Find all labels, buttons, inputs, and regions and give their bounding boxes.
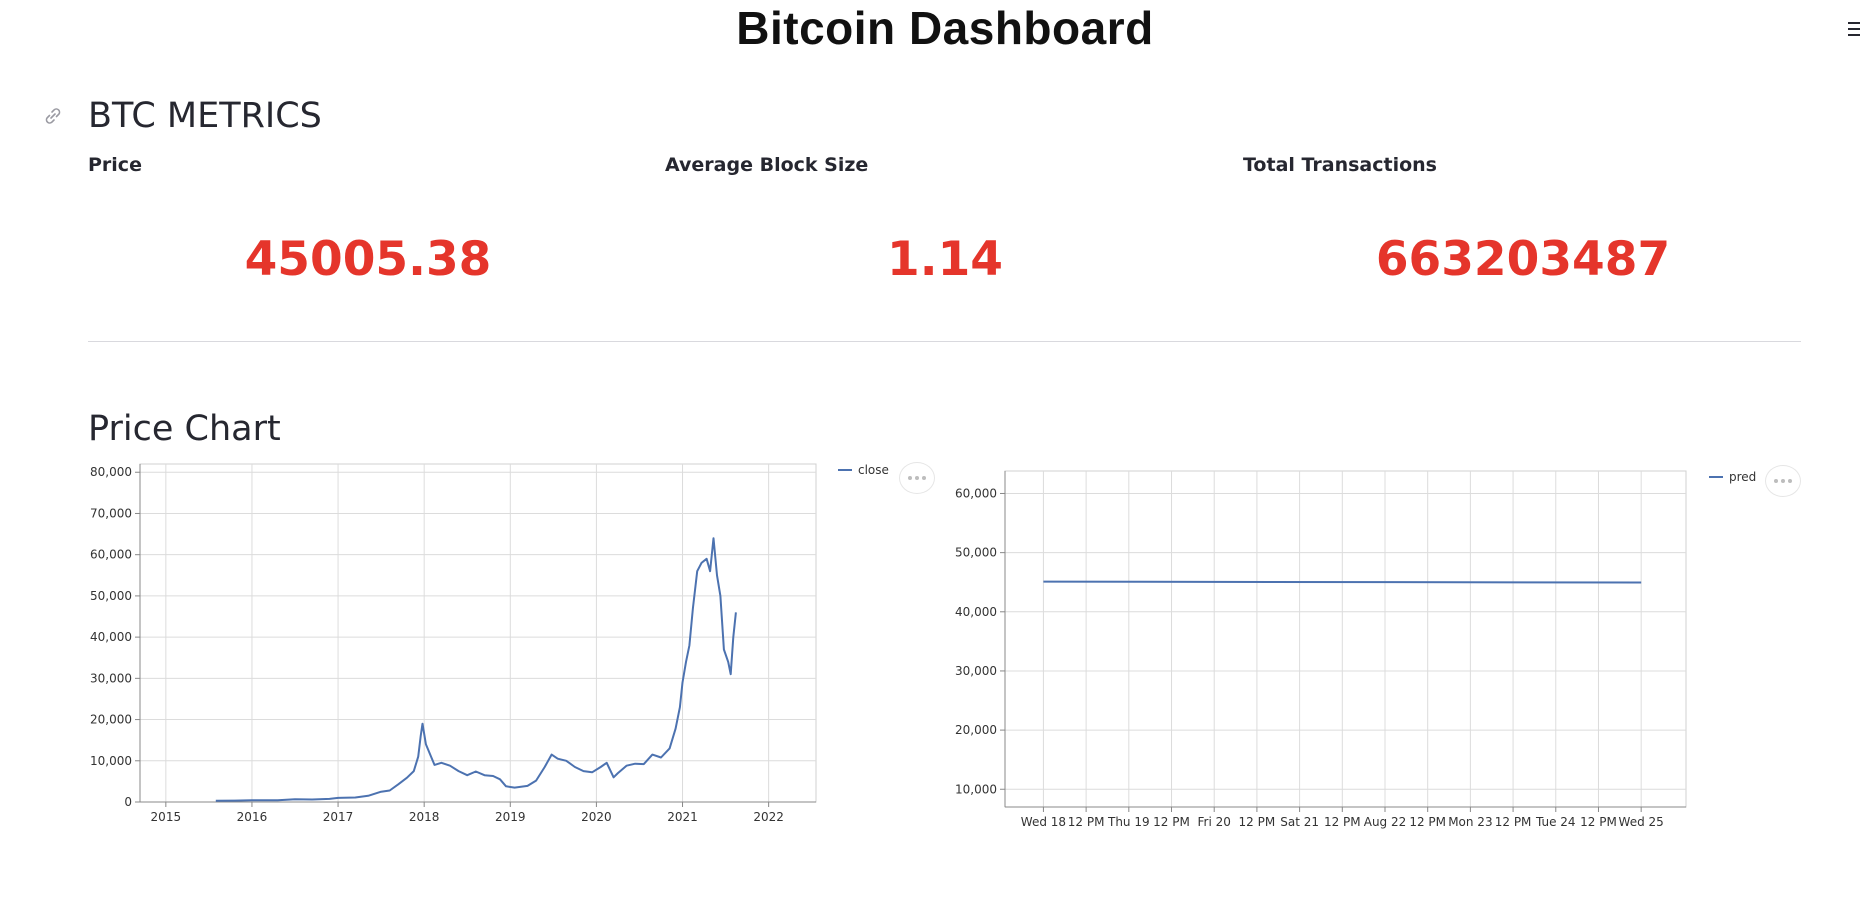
legend-label: pred <box>1729 470 1756 484</box>
x-tick-label: 12 PM <box>1495 815 1532 829</box>
price-prediction-chart[interactable]: 10,000 20,000 30,000 40,000 50,000 60,000 Wed … <box>950 458 1801 838</box>
metric-label-block-size: Average Block Size <box>665 154 869 176</box>
metric-value-price: 45005.38 <box>244 232 492 287</box>
x-tick-label: 12 PM <box>1153 815 1190 829</box>
x-tick-label: Tue 24 <box>1535 815 1576 829</box>
x-tick-label: 2020 <box>581 810 612 824</box>
more-options-button[interactable] <box>899 462 935 494</box>
y-tick-label: 30,000 <box>90 671 132 685</box>
y-tick-label: 40,000 <box>90 630 132 644</box>
x-tick-label: 2019 <box>495 810 526 824</box>
x-tick-label: Aug 22 <box>1364 815 1407 829</box>
app-title: Bitcoin Dashboard <box>736 2 1154 54</box>
y-tick-label: 10,000 <box>955 782 997 796</box>
y-tick-label: 50,000 <box>955 546 997 560</box>
x-tick-label: Sat 21 <box>1280 815 1319 829</box>
x-tick-label: 12 PM <box>1239 815 1276 829</box>
price-history-chart[interactable]: 0 10,000 20,000 30,000 40,000 50,000 60,000 70,… <box>88 458 948 838</box>
x-tick-label: 12 PM <box>1068 815 1105 829</box>
metric-label-price: Price <box>88 154 142 176</box>
link-icon[interactable] <box>41 104 65 128</box>
y-tick-label: 50,000 <box>90 589 132 603</box>
x-tick-label: 12 PM <box>1324 815 1361 829</box>
price-history-chart-svg: 0 10,000 20,000 30,000 40,000 50,000 60,000 70,… <box>90 463 889 824</box>
metric-label-transactions: Total Transactions <box>1243 154 1437 176</box>
section-title-price-chart: Price Chart <box>88 409 281 449</box>
series-line-pred <box>1043 580 1642 584</box>
y-tick-label: 60,000 <box>90 548 132 562</box>
more-options-button[interactable] <box>1765 465 1801 497</box>
section-title-metrics: BTC METRICS <box>88 96 322 136</box>
x-tick-label: Wed 25 <box>1619 815 1664 829</box>
plot-frame <box>1004 470 1687 808</box>
x-tick-label: 2015 <box>151 810 182 824</box>
x-tick-label: 2016 <box>237 810 268 824</box>
hamburger-menu-icon[interactable] <box>1848 22 1860 36</box>
x-tick-label: 2022 <box>753 810 784 824</box>
y-tick-label: 10,000 <box>90 754 132 768</box>
legend-label: close <box>858 463 889 477</box>
metric-value-transactions: 663203487 <box>1375 232 1671 287</box>
x-tick-label: 2018 <box>409 810 440 824</box>
section-divider <box>88 341 1801 342</box>
x-tick-label: 2021 <box>667 810 698 824</box>
x-tick-label: Thu 19 <box>1107 815 1150 829</box>
x-tick-label: 12 PM <box>1409 815 1446 829</box>
x-tick-label: Mon 23 <box>1448 815 1492 829</box>
plot-frame <box>139 463 817 803</box>
x-tick-label: Wed 18 <box>1021 815 1066 829</box>
metric-value-block-size: 1.14 <box>887 232 1003 287</box>
y-tick-label: 20,000 <box>90 713 132 727</box>
y-tick-label: 40,000 <box>955 605 997 619</box>
y-tick-label: 60,000 <box>955 486 997 500</box>
y-tick-label: 80,000 <box>90 465 132 479</box>
y-tick-label: 0 <box>124 795 132 809</box>
x-tick-label: Fri 20 <box>1198 815 1231 829</box>
y-tick-label: 70,000 <box>90 506 132 520</box>
series-line-close <box>215 537 737 802</box>
x-tick-label: 2017 <box>323 810 354 824</box>
y-tick-label: 20,000 <box>955 723 997 737</box>
price-prediction-chart-svg: 10,000 20,000 30,000 40,000 50,000 60,000 Wed … <box>955 470 1756 829</box>
x-tick-label: 12 PM <box>1580 815 1617 829</box>
y-tick-label: 30,000 <box>955 664 997 678</box>
